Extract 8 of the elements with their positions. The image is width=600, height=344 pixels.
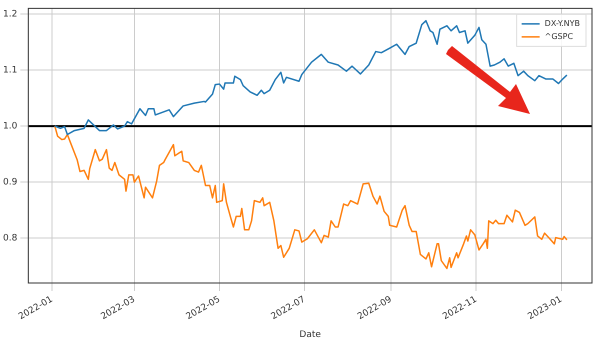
y-tick-label: 1.0 bbox=[2, 121, 18, 132]
legend-label: ^GSPC bbox=[544, 32, 574, 41]
y-tick-label: 1.2 bbox=[2, 9, 18, 20]
y-tick-label: 1.1 bbox=[2, 65, 18, 76]
x-axis-title: Date bbox=[299, 330, 322, 340]
y-tick-label: 0.8 bbox=[2, 234, 18, 244]
legend-label: DX-Y.NYB bbox=[544, 18, 580, 28]
y-tick-label: 0.9 bbox=[2, 178, 18, 188]
